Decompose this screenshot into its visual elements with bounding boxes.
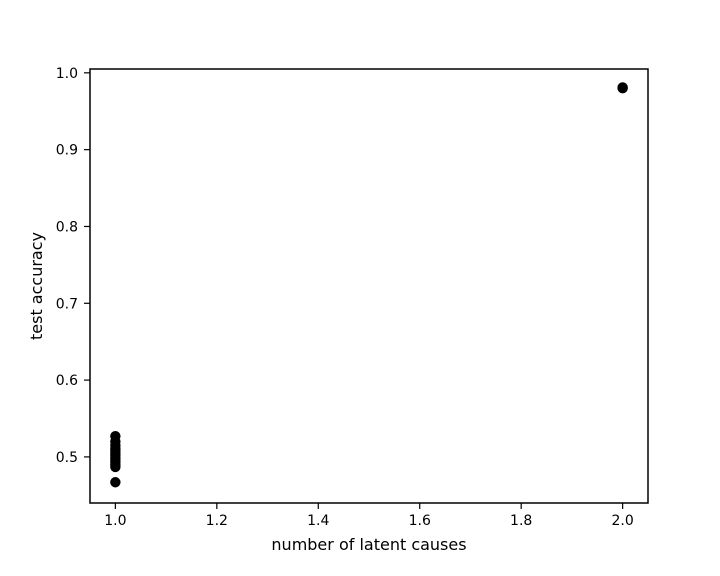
y-axis-label: test accuracy xyxy=(27,232,46,340)
y-tick-label: 0.9 xyxy=(56,143,78,159)
scatter-point xyxy=(617,83,628,94)
x-tick-label: 1.4 xyxy=(307,513,329,529)
data-points xyxy=(110,82,628,488)
x-tick-label: 1.8 xyxy=(510,513,532,529)
y-tick-label: 0.6 xyxy=(56,373,78,389)
x-tick-label: 1.2 xyxy=(206,513,228,529)
x-axis-ticks: 1.0 1.2 1.4 1.6 1.8 2.0 xyxy=(104,503,634,529)
x-tick-label: 1.0 xyxy=(104,513,126,529)
y-tick-label: 0.5 xyxy=(56,450,78,466)
y-axis-ticks: 0.5 0.6 0.7 0.8 0.9 1.0 xyxy=(56,66,90,466)
scatter-point xyxy=(110,477,121,488)
y-tick-label: 0.8 xyxy=(56,219,78,235)
x-tick-label: 2.0 xyxy=(612,513,634,529)
x-axis-label: number of latent causes xyxy=(271,535,466,554)
y-tick-label: 0.7 xyxy=(56,296,78,312)
scatter-point xyxy=(110,461,121,473)
y-tick-label: 1.0 xyxy=(56,66,78,82)
plot-frame xyxy=(89,68,649,504)
x-tick-label: 1.6 xyxy=(409,513,431,529)
